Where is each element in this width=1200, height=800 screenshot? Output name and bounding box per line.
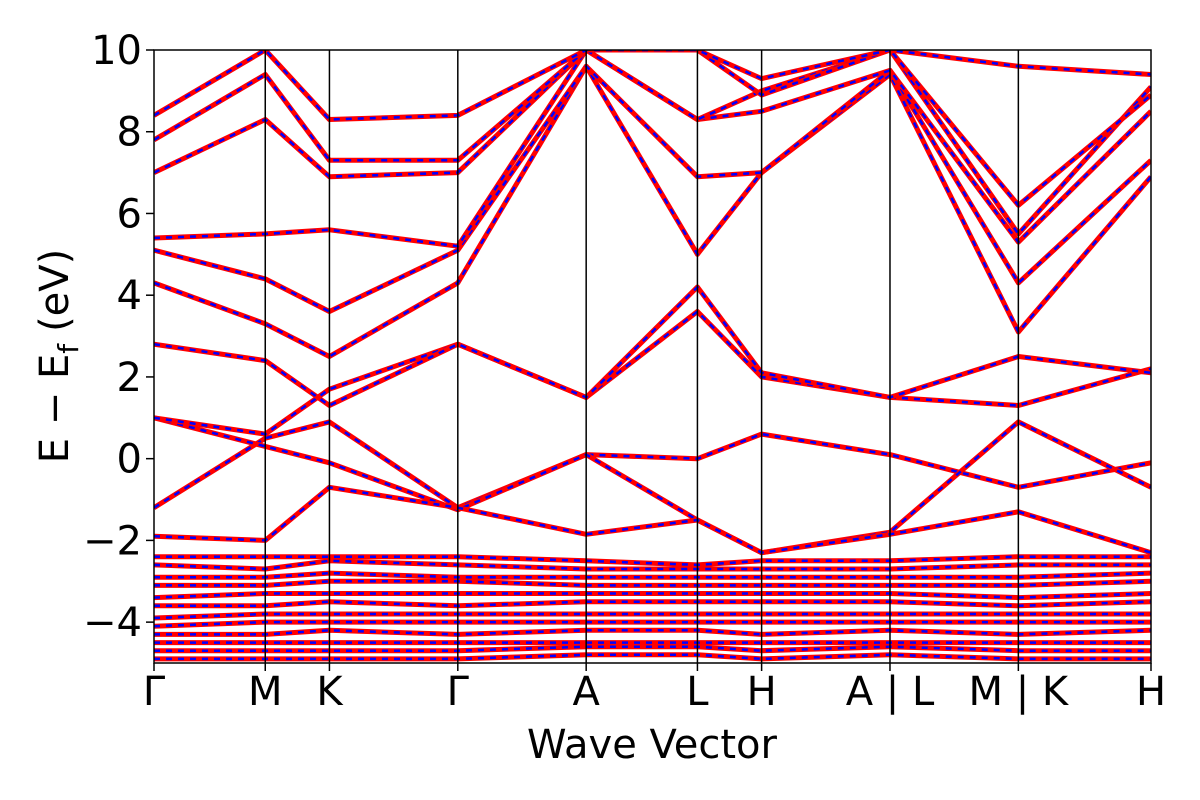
band-8-blue	[154, 50, 1151, 236]
y-tick-label: 8	[117, 110, 142, 156]
band-11-blue	[154, 486, 1151, 554]
x-tick-label: H	[747, 669, 777, 715]
band-10-red	[154, 50, 1151, 122]
band-13-red	[154, 558, 1151, 572]
band-14-red	[154, 570, 1151, 580]
band-20-red	[154, 627, 1151, 637]
x-tick-label: L	[686, 669, 709, 715]
x-tick-label: A	[572, 669, 600, 715]
band-16-red	[154, 591, 1151, 601]
band-9-blue	[154, 50, 1151, 207]
band-23-red	[154, 652, 1151, 662]
y-tick-label: −2	[83, 518, 142, 564]
y-tick-label: 10	[91, 28, 142, 74]
y-tick-label: −4	[83, 600, 142, 646]
band-19-red	[154, 619, 1151, 629]
y-axis-label-main: E − E	[32, 354, 78, 464]
band-3-blue	[154, 310, 1151, 436]
x-tick-label: Γ	[143, 669, 166, 715]
band-17-red	[154, 599, 1151, 609]
x-tick-label: A | L	[846, 669, 935, 715]
y-tick-label: 0	[117, 437, 142, 483]
band-10-blue	[154, 50, 1151, 121]
band-22-red	[154, 644, 1151, 654]
y-tick-label: 6	[117, 191, 142, 237]
y-axis-label-unit: (eV)	[32, 249, 78, 332]
x-tick-label: H	[1136, 669, 1166, 715]
band-7-red	[154, 50, 1151, 249]
band-6-blue	[154, 65, 1151, 313]
band-6-red	[154, 63, 1151, 314]
x-axis-label: Wave Vector	[527, 722, 778, 768]
band-18-red	[154, 611, 1151, 621]
band-4-red	[154, 284, 1151, 408]
band-8-red	[154, 50, 1151, 237]
k-point-lines	[264, 50, 1020, 663]
plot-frame	[153, 49, 1152, 664]
x-tick-label: M | K	[969, 669, 1070, 715]
y-axis-ticks: 10 8 6 4 2 0 −2 −4	[83, 28, 154, 646]
band-11-red	[154, 484, 1151, 556]
band-5-blue	[154, 65, 1151, 358]
y-tick-label: 4	[117, 273, 142, 319]
y-axis-label-subscript: f	[52, 343, 85, 354]
band-1-blue	[154, 420, 1151, 509]
y-tick-label: 2	[117, 355, 142, 401]
y-axis-label: E − Ef (eV)	[32, 249, 85, 464]
x-tick-label: M	[248, 669, 283, 715]
band-2-blue	[154, 416, 1151, 554]
x-tick-label: Γ	[447, 669, 470, 715]
bands-layer	[154, 50, 1151, 662]
x-tick-label: K	[316, 669, 344, 715]
band-15-red	[154, 578, 1151, 588]
band-12-red	[154, 554, 1151, 568]
